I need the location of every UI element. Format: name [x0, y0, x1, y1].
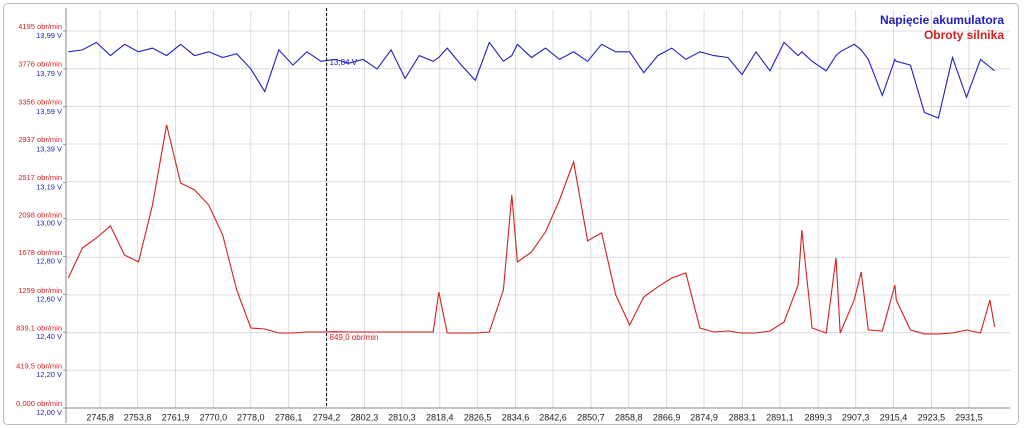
x-tick-label: 2802,3 — [351, 412, 379, 422]
x-tick-label: 2883,1 — [729, 412, 757, 422]
x-tick-label: 2794,2 — [313, 412, 341, 422]
y2-tick-label: 13,19 V — [36, 183, 62, 192]
y2-tick-label: 13,39 V — [36, 145, 62, 154]
legend-entry: Napięcie akumulatora — [880, 13, 1004, 27]
y2-tick-label: 12,80 V — [36, 256, 62, 265]
cursor-label: 849,0 obr/min — [330, 333, 379, 342]
y-tick-label: 1259 obr/min — [18, 286, 62, 295]
x-tick-label: 2907,3 — [842, 412, 870, 422]
x-tick-label: 2899,3 — [804, 412, 832, 422]
y-tick-label: 2517 obr/min — [18, 173, 62, 182]
y-tick-label: 3356 obr/min — [18, 97, 62, 106]
x-tick-label: 2923,5 — [918, 412, 946, 422]
x-tick-label: 2778,0 — [237, 412, 265, 422]
y-tick-label: 839,1 obr/min — [16, 324, 62, 333]
x-tick-label: 2810,3 — [388, 412, 416, 422]
frame — [3, 3, 1019, 425]
y-tick-label: 2937 obr/min — [18, 135, 62, 144]
data-line — [68, 41, 995, 119]
y2-tick-label: 12,20 V — [36, 370, 62, 379]
legend-entry: Obroty silnika — [924, 28, 1004, 42]
x-tick-label: 2761,9 — [162, 412, 190, 422]
x-tick-label: 2850,7 — [577, 412, 605, 422]
x-tick-label: 2842,6 — [539, 412, 567, 422]
x-tick-label: 2915,4 — [880, 412, 908, 422]
y-tick-label: 2098 obr/min — [18, 210, 62, 219]
y-tick-label: 4195 obr/min — [18, 22, 62, 31]
y-tick-label: 3776 obr/min — [18, 60, 62, 69]
y2-tick-label: 13,99 V — [36, 31, 62, 40]
x-tick-label: 2753,8 — [124, 412, 152, 422]
y2-tick-label: 13,59 V — [36, 107, 62, 116]
x-tick-label: 2866,9 — [653, 412, 681, 422]
x-tick-label: 2874,9 — [690, 412, 718, 422]
x-tick-label: 2891,1 — [766, 412, 794, 422]
y2-tick-label: 12,40 V — [36, 332, 62, 341]
x-tick-label: 2786,1 — [275, 412, 303, 422]
y-tick-label: 1678 obr/min — [18, 248, 62, 257]
x-tick-label: 2858,8 — [615, 412, 643, 422]
y2-tick-label: 12,60 V — [36, 294, 62, 303]
x-tick-label: 2931,5 — [955, 412, 983, 422]
x-tick-label: 2826,5 — [464, 412, 492, 422]
y2-tick-label: 13,79 V — [36, 69, 62, 78]
x-tick-label: 2834,6 — [502, 412, 530, 422]
x-tick-label: 2770,0 — [200, 412, 228, 422]
cursor-label: 13,84 V — [330, 58, 358, 67]
x-tick-label: 2745,8 — [86, 412, 114, 422]
y2-tick-label: 13,00 V — [36, 219, 62, 228]
y-tick-label: 419,5 obr/min — [16, 361, 62, 370]
x-tick-label: 2818,4 — [426, 412, 454, 422]
y-tick-label: 0,000 obr/min — [16, 399, 62, 408]
y2-tick-label: 12,00 V — [36, 408, 62, 417]
data-line — [67, 124, 996, 335]
